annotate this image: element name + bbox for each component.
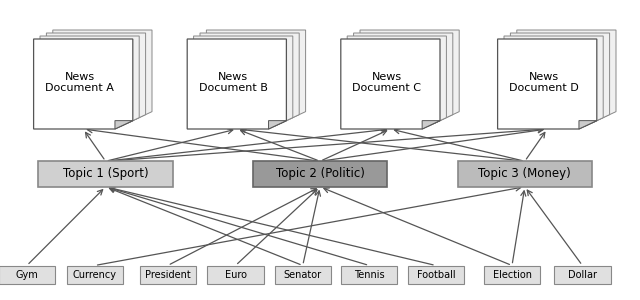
FancyBboxPatch shape [484, 266, 540, 284]
Text: News
Document A: News Document A [45, 72, 114, 93]
FancyBboxPatch shape [207, 266, 264, 284]
Text: Currency: Currency [73, 269, 116, 280]
Text: Dollar: Dollar [568, 269, 597, 280]
FancyBboxPatch shape [67, 266, 123, 284]
Text: News
Document B: News Document B [199, 72, 268, 93]
FancyBboxPatch shape [341, 266, 397, 284]
Polygon shape [498, 39, 596, 129]
Text: Topic 2 (Politic): Topic 2 (Politic) [276, 167, 364, 181]
Polygon shape [269, 121, 287, 129]
FancyBboxPatch shape [554, 266, 611, 284]
FancyBboxPatch shape [253, 161, 387, 187]
FancyBboxPatch shape [38, 161, 173, 187]
Polygon shape [340, 39, 440, 129]
Polygon shape [360, 30, 460, 120]
Text: News
Document D: News Document D [509, 72, 579, 93]
FancyBboxPatch shape [140, 266, 196, 284]
Polygon shape [47, 33, 146, 123]
Text: Euro: Euro [225, 269, 246, 280]
Polygon shape [347, 36, 447, 126]
Polygon shape [422, 121, 440, 129]
Polygon shape [34, 39, 133, 129]
Polygon shape [511, 33, 610, 123]
Polygon shape [579, 121, 596, 129]
Text: Topic 1 (Sport): Topic 1 (Sport) [63, 167, 148, 181]
Polygon shape [517, 30, 616, 120]
Polygon shape [354, 33, 453, 123]
Text: Election: Election [493, 269, 531, 280]
FancyBboxPatch shape [0, 266, 55, 284]
Polygon shape [187, 39, 287, 129]
Polygon shape [504, 36, 604, 126]
FancyBboxPatch shape [275, 266, 331, 284]
Text: Tennis: Tennis [354, 269, 385, 280]
Polygon shape [53, 30, 152, 120]
Text: News
Document C: News Document C [353, 72, 421, 93]
FancyBboxPatch shape [458, 161, 592, 187]
Polygon shape [206, 30, 306, 120]
Polygon shape [200, 33, 300, 123]
Polygon shape [40, 36, 140, 126]
Polygon shape [193, 36, 293, 126]
Text: President: President [145, 269, 191, 280]
Text: Football: Football [417, 269, 455, 280]
Text: Senator: Senator [284, 269, 322, 280]
Text: Gym: Gym [15, 269, 38, 280]
Text: Topic 3 (Money): Topic 3 (Money) [479, 167, 571, 181]
Polygon shape [115, 121, 133, 129]
FancyBboxPatch shape [408, 266, 464, 284]
